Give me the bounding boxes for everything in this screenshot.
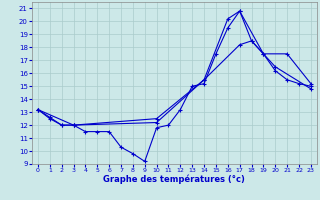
X-axis label: Graphe des températures (°c): Graphe des températures (°c)	[103, 175, 245, 184]
